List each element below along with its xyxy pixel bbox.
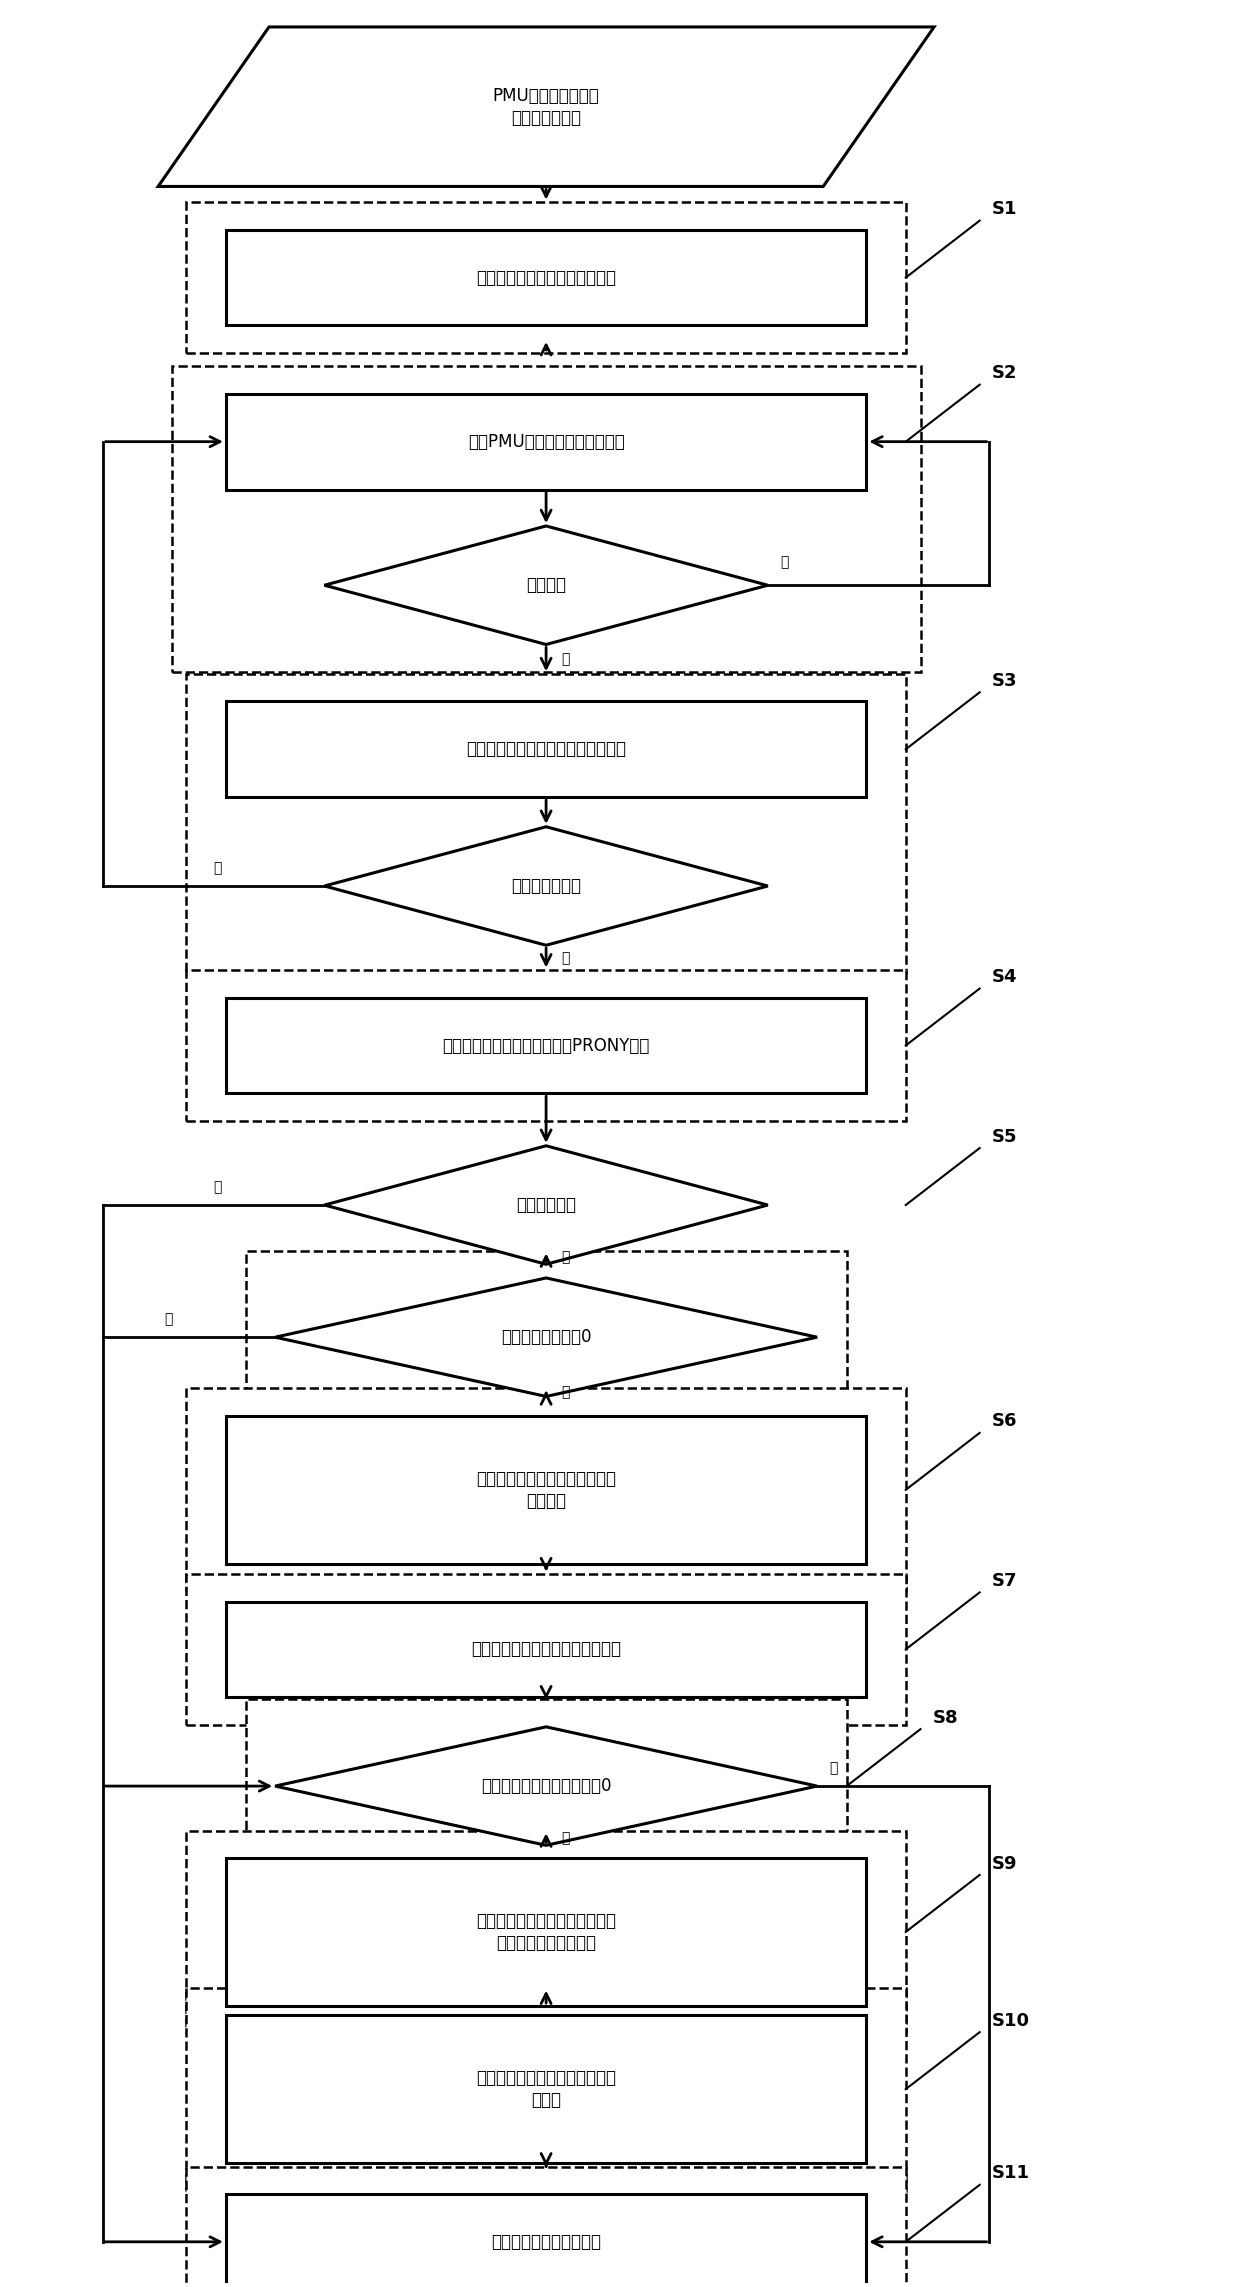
Text: 选择相位超前的支路为振荡源相
关支路: 选择相位超前的支路为振荡源相 关支路 [476, 2070, 616, 2109]
Polygon shape [159, 27, 934, 188]
FancyBboxPatch shape [226, 2015, 867, 2164]
Text: 数据预判，过滤有功变化量较小设备: 数据预判，过滤有功变化量较小设备 [466, 741, 626, 759]
FancyBboxPatch shape [226, 1857, 867, 2006]
Text: S6: S6 [992, 1413, 1018, 1429]
Polygon shape [325, 828, 768, 945]
Text: S1: S1 [992, 201, 1018, 217]
FancyBboxPatch shape [226, 393, 867, 489]
FancyBboxPatch shape [226, 997, 867, 1093]
Text: 计算机组耗散功率，确定疑似振
荡源机组: 计算机组耗散功率，确定疑似振 荡源机组 [476, 1471, 616, 1509]
FancyBboxPatch shape [186, 970, 905, 1121]
FancyBboxPatch shape [186, 1987, 905, 2191]
FancyBboxPatch shape [171, 366, 920, 672]
FancyBboxPatch shape [186, 1830, 905, 2033]
Text: 否: 否 [560, 951, 569, 965]
Text: 是: 是 [560, 1832, 569, 1846]
Text: 否: 否 [780, 556, 789, 569]
Text: 是: 是 [560, 652, 569, 666]
FancyBboxPatch shape [226, 2193, 867, 2287]
Text: 否: 否 [164, 1313, 172, 1326]
Text: PMU采集的机组、线
路和变压器数据: PMU采集的机组、线 路和变压器数据 [492, 87, 599, 126]
Text: 线路、变压器和机组有功功率PRONY分析: 线路、变压器和机组有功功率PRONY分析 [443, 1036, 650, 1054]
Text: S11: S11 [992, 2164, 1030, 2182]
FancyBboxPatch shape [226, 702, 867, 798]
Text: 选择相位超前的机组为振荡源机组: 选择相位超前的机组为振荡源机组 [471, 1640, 621, 1658]
Text: 刷新设备状态和系统状态: 刷新设备状态和系统状态 [491, 2232, 601, 2250]
FancyBboxPatch shape [186, 2166, 905, 2287]
FancyBboxPatch shape [226, 229, 867, 325]
Text: S2: S2 [992, 364, 1018, 382]
Text: 满足告警条件: 满足告警条件 [516, 1196, 577, 1214]
Text: S8: S8 [932, 1708, 959, 1727]
FancyBboxPatch shape [246, 1251, 847, 1425]
Polygon shape [325, 526, 768, 645]
Text: 告警机组数目大于0: 告警机组数目大于0 [501, 1329, 591, 1347]
FancyBboxPatch shape [226, 1416, 867, 1564]
Text: 数据更新: 数据更新 [526, 576, 567, 595]
Text: 是: 是 [213, 860, 222, 876]
Text: S10: S10 [992, 2013, 1030, 2031]
Text: S4: S4 [992, 967, 1018, 986]
FancyBboxPatch shape [186, 675, 905, 972]
Text: S7: S7 [992, 1571, 1018, 1589]
FancyBboxPatch shape [186, 1388, 905, 1592]
Text: 否: 否 [213, 1180, 222, 1194]
FancyBboxPatch shape [186, 204, 905, 352]
Text: S3: S3 [992, 672, 1018, 691]
FancyBboxPatch shape [246, 1699, 847, 1873]
Text: S5: S5 [992, 1127, 1018, 1146]
Text: 否: 否 [830, 1761, 838, 1775]
Text: S9: S9 [992, 1855, 1018, 1873]
Polygon shape [275, 1727, 817, 1846]
Text: 获取PMU数据，进行数据预处理: 获取PMU数据，进行数据预处理 [467, 432, 625, 451]
Polygon shape [275, 1278, 817, 1397]
Text: 告警线路和变压器数目大于0: 告警线路和变压器数目大于0 [481, 1777, 611, 1795]
FancyBboxPatch shape [226, 1601, 867, 1697]
Text: 是: 是 [560, 1251, 569, 1265]
Text: 是: 是 [560, 1386, 569, 1400]
Polygon shape [325, 1146, 768, 1265]
Text: 计算线路和变压器耗散功率，确
定疑似振荡源相关支路: 计算线路和变压器耗散功率，确 定疑似振荡源相关支路 [476, 1912, 616, 1953]
Text: 划分频率段且创建独立的子线程: 划分频率段且创建独立的子线程 [476, 268, 616, 286]
FancyBboxPatch shape [186, 1573, 905, 1724]
Text: 无设备满足要求: 无设备满足要求 [511, 876, 582, 894]
